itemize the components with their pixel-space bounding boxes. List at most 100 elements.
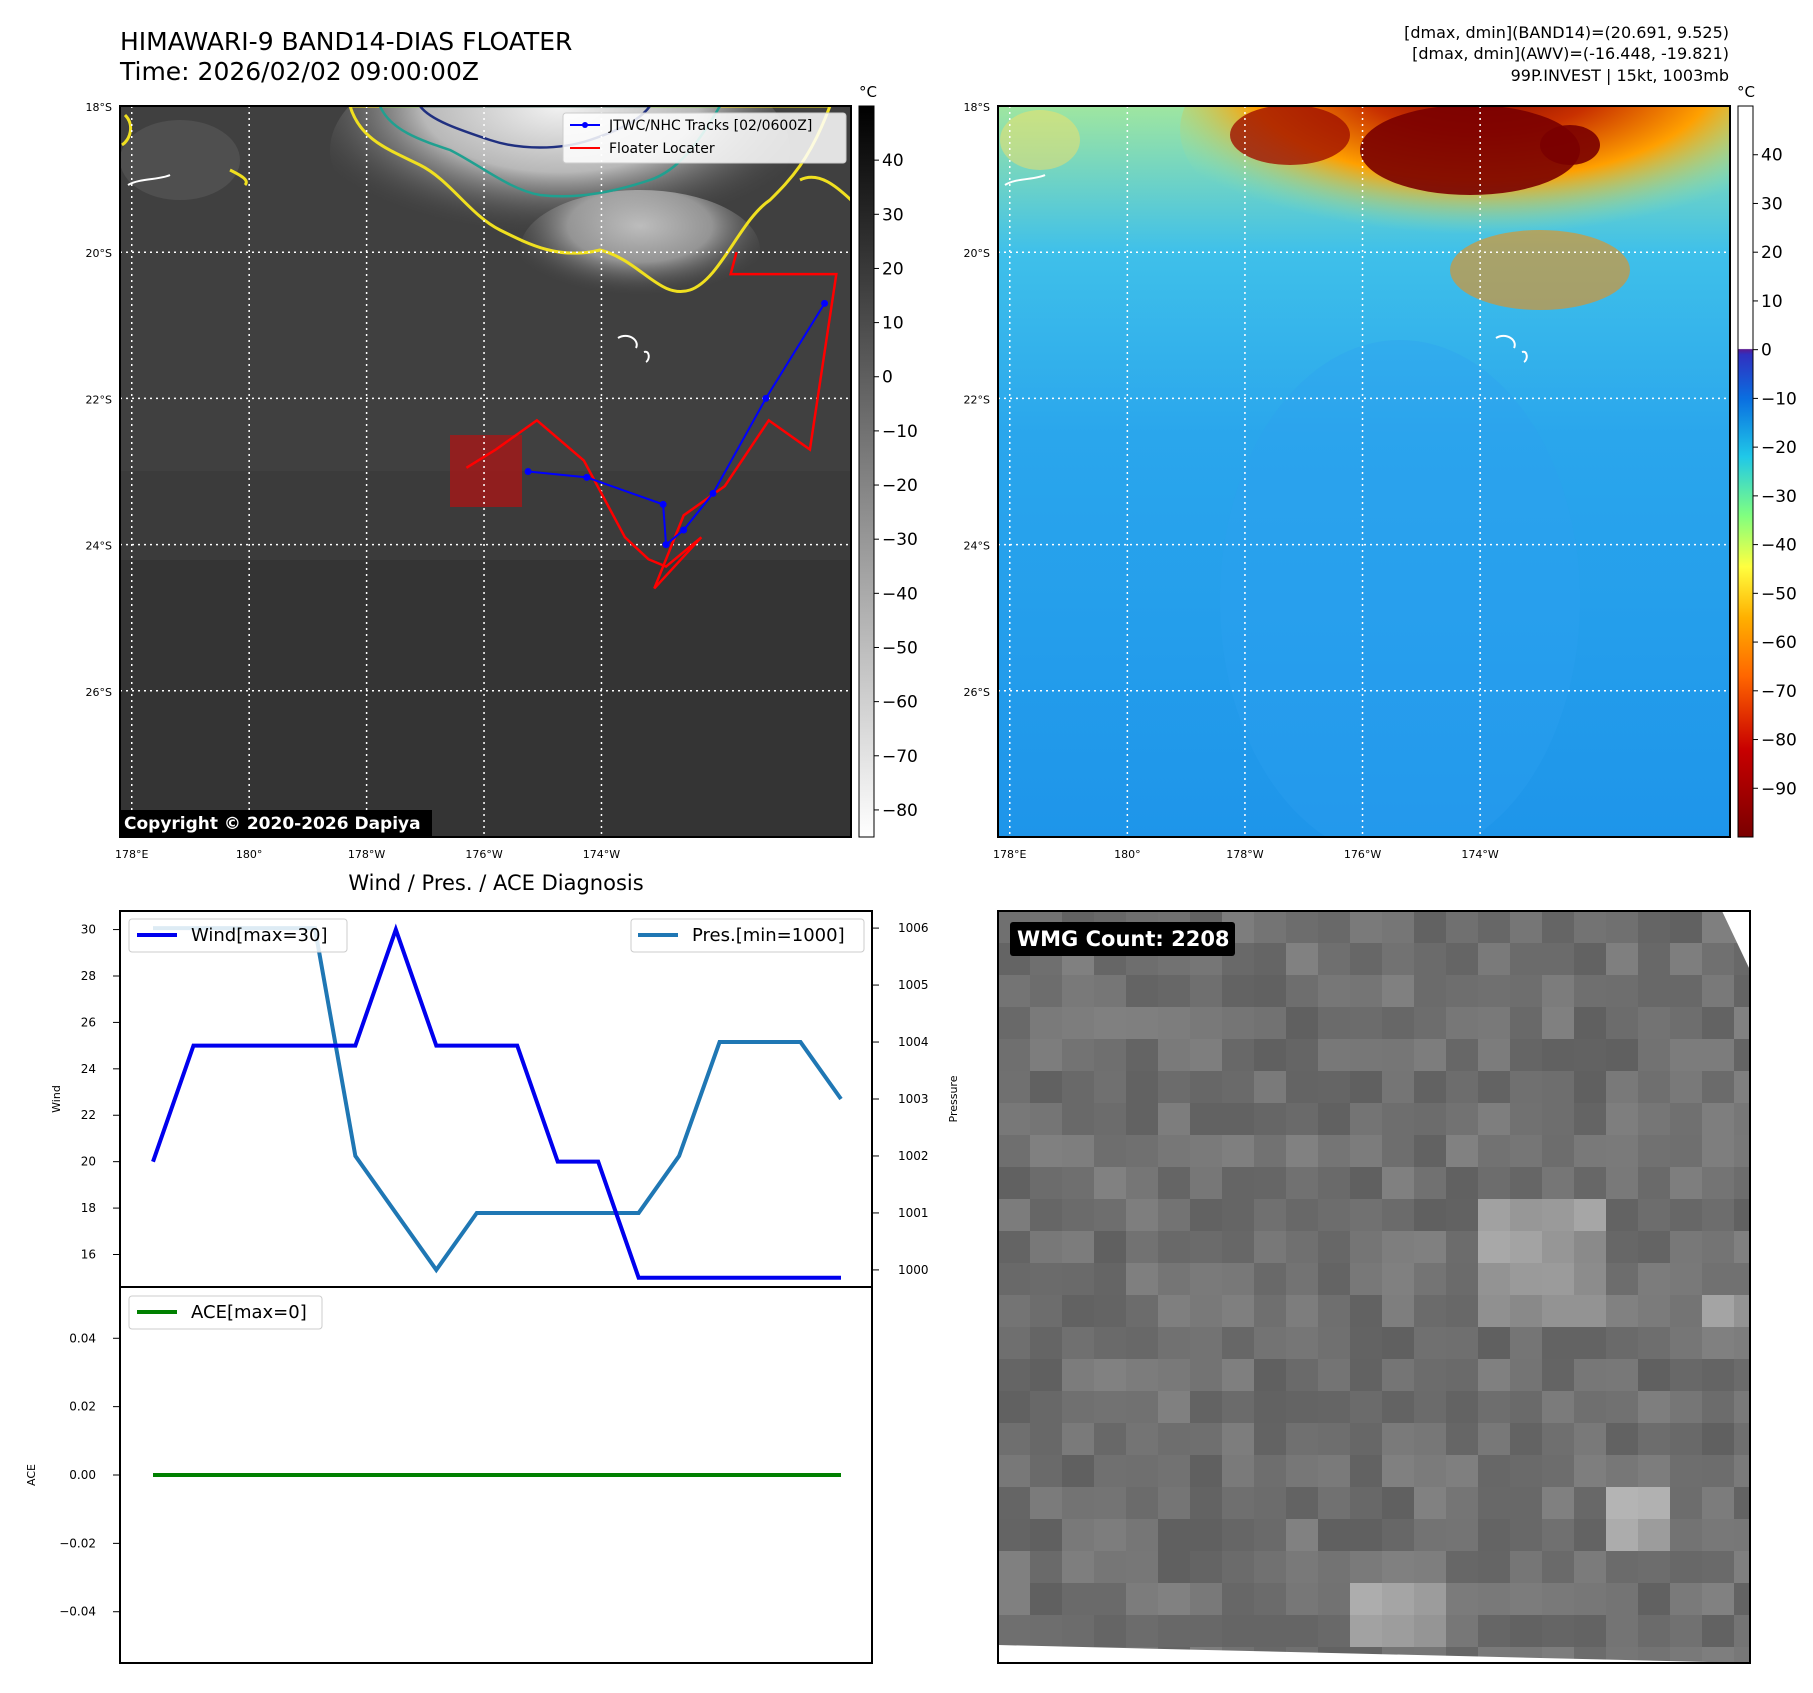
wv-colorbar: °C 40 30 20 10 0 −10 −20 −30 −40 −50 −60 −70 −80 −90 bbox=[1737, 83, 1797, 838]
wmg-tile bbox=[1670, 911, 1703, 944]
wmg-tile bbox=[1414, 1487, 1447, 1520]
wmg-tile bbox=[998, 1391, 1031, 1424]
wmg-tile bbox=[1126, 1039, 1159, 1072]
colorbar-tick-label: −70 bbox=[1761, 682, 1797, 702]
wmg-tile bbox=[1062, 1039, 1095, 1072]
wmg-tile bbox=[1670, 1455, 1703, 1488]
wmg-tile bbox=[1414, 1231, 1447, 1264]
wmg-tile bbox=[1222, 1359, 1255, 1392]
wmg-tile bbox=[1542, 1071, 1575, 1104]
wmg-tile bbox=[1254, 1039, 1287, 1072]
wind-tick-label: 18 bbox=[81, 1201, 96, 1215]
wmg-tile bbox=[1606, 1263, 1639, 1296]
colorbar-tick-label: −40 bbox=[1761, 536, 1797, 556]
wmg-tile bbox=[1734, 1487, 1750, 1520]
wmg-tile bbox=[1158, 1103, 1191, 1136]
wmg-tile bbox=[1350, 1455, 1383, 1488]
wmg-tile bbox=[1478, 1487, 1511, 1520]
wmg-tile bbox=[998, 1135, 1031, 1168]
wmg-tile bbox=[1318, 1423, 1351, 1456]
wmg-tile bbox=[1446, 975, 1479, 1008]
wmg-tile bbox=[1382, 1039, 1415, 1072]
wmg-tile bbox=[1670, 1519, 1703, 1552]
wmg-tile bbox=[1414, 1391, 1447, 1424]
wmg-tile bbox=[1222, 1039, 1255, 1072]
wmg-tile bbox=[1350, 1487, 1383, 1520]
cold-contour-yellow bbox=[348, 106, 832, 294]
wmg-tile bbox=[1510, 1135, 1543, 1168]
wmg-tile bbox=[1222, 1199, 1255, 1232]
wmg-tile bbox=[1286, 975, 1319, 1008]
wmg-tile bbox=[1382, 1071, 1415, 1104]
wmg-tile bbox=[1254, 1519, 1287, 1552]
wmg-tile bbox=[1350, 1583, 1383, 1616]
wmg-tile bbox=[1702, 1103, 1735, 1136]
wind-legend: Wind[max=30] bbox=[128, 918, 348, 953]
colorbar-tick-label: −50 bbox=[882, 638, 918, 658]
wmg-tile bbox=[1094, 1615, 1127, 1648]
wmg-tile bbox=[1158, 975, 1191, 1008]
wmg-tile bbox=[1030, 1071, 1063, 1104]
wmg-tile bbox=[1574, 1135, 1607, 1168]
wmg-tile bbox=[998, 1327, 1031, 1360]
wmg-tile bbox=[1062, 1327, 1095, 1360]
wmg-tile bbox=[1158, 1039, 1191, 1072]
wmg-tile bbox=[1030, 1135, 1063, 1168]
wmg-tile bbox=[1062, 1103, 1095, 1136]
wmg-tile bbox=[1574, 1199, 1607, 1232]
wmg-tile bbox=[1638, 1423, 1671, 1456]
colorbar-tick-label: −80 bbox=[882, 801, 918, 821]
colorbar-tick-label: 20 bbox=[882, 259, 904, 279]
wmg-tile bbox=[1446, 1231, 1479, 1264]
wmg-tile bbox=[1158, 1615, 1191, 1648]
wmg-tile bbox=[1702, 1359, 1735, 1392]
track-point bbox=[680, 526, 688, 534]
wmg-tile bbox=[1446, 1039, 1479, 1072]
wmg-tile bbox=[1254, 1103, 1287, 1136]
map-legend: JTWC/NHC Tracks [02/0600Z] Floater Locat… bbox=[562, 112, 847, 164]
wmg-tile bbox=[1062, 1519, 1095, 1552]
lat-tick-label: 22°S bbox=[86, 393, 112, 406]
wmg-tile bbox=[1510, 975, 1543, 1008]
wmg-tile bbox=[1702, 1455, 1735, 1488]
pressure-tick-label: 1002 bbox=[898, 1149, 929, 1163]
wmg-tile bbox=[1382, 1103, 1415, 1136]
wmg-tile bbox=[1382, 1359, 1415, 1392]
wmg-tile bbox=[1670, 1327, 1703, 1360]
wmg-tile bbox=[1318, 1391, 1351, 1424]
wmg-tile bbox=[1286, 1007, 1319, 1040]
wmg-tile bbox=[1446, 1007, 1479, 1040]
lon-tick-label: 178°W bbox=[1226, 848, 1263, 861]
wmg-tile bbox=[1350, 911, 1383, 944]
wmg-tile bbox=[1062, 1199, 1095, 1232]
wmg-tile bbox=[1350, 1263, 1383, 1296]
wmg-tile bbox=[1606, 1295, 1639, 1328]
wmg-tile bbox=[1510, 1295, 1543, 1328]
wmg-tile bbox=[1062, 1263, 1095, 1296]
wmg-tile bbox=[1702, 1423, 1735, 1456]
wmg-tile bbox=[1094, 1039, 1127, 1072]
wmg-tile bbox=[1670, 1199, 1703, 1232]
colorbar-tick-label: −20 bbox=[882, 476, 918, 496]
wmg-tile bbox=[1126, 1295, 1159, 1328]
wmg-tile bbox=[1702, 1199, 1735, 1232]
wmg-tile bbox=[1414, 1167, 1447, 1200]
pressure-tick-label: 1001 bbox=[898, 1206, 929, 1220]
wmg-tile bbox=[1734, 1263, 1750, 1296]
storm-info: 99P.INVEST | 15kt, 1003mb bbox=[1511, 66, 1729, 85]
wmg-tile bbox=[1318, 1167, 1351, 1200]
wmg-tile bbox=[1542, 1423, 1575, 1456]
wmg-tile bbox=[1446, 1455, 1479, 1488]
wmg-tile bbox=[1382, 975, 1415, 1008]
wmg-tile bbox=[1478, 975, 1511, 1008]
figure-time: Time: 2026/02/02 09:00:00Z bbox=[119, 57, 479, 86]
wmg-tile bbox=[1446, 1071, 1479, 1104]
lat-tick-label: 20°S bbox=[964, 247, 990, 260]
wmg-tile bbox=[1350, 1231, 1383, 1264]
wmg-tile bbox=[1190, 1487, 1223, 1520]
wmg-tile bbox=[1286, 943, 1319, 976]
wmg-tile bbox=[1190, 1455, 1223, 1488]
wmg-tile bbox=[1158, 1391, 1191, 1424]
wmg-tile bbox=[1478, 1199, 1511, 1232]
wmg-tile bbox=[1030, 975, 1063, 1008]
